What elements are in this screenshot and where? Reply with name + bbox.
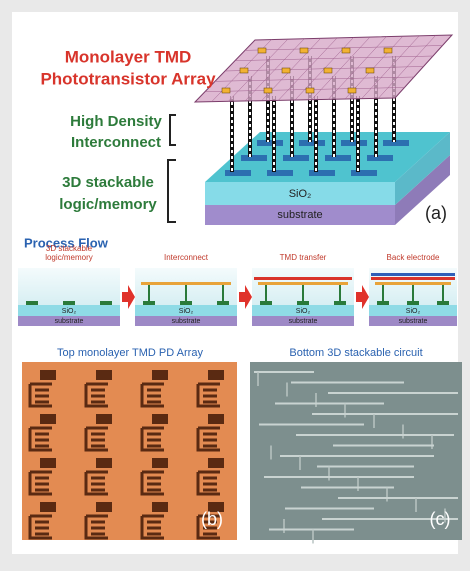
- device: [334, 301, 346, 305]
- via: [265, 285, 267, 301]
- via: [148, 285, 150, 301]
- pad: [152, 502, 168, 512]
- device: [100, 301, 112, 305]
- electrode: [300, 48, 308, 53]
- panel-tag: (a): [425, 203, 447, 223]
- caption: Bottom 3D stackable circuit: [289, 347, 422, 359]
- electrode: [258, 48, 266, 53]
- interconnect-label: Interconnect: [71, 134, 161, 151]
- pad: [96, 370, 112, 380]
- back-electrode: [371, 273, 455, 276]
- layer-label: SiO₂: [406, 308, 421, 315]
- electrode: [240, 68, 248, 73]
- pad: [208, 370, 224, 380]
- chip: [283, 155, 309, 161]
- pad: [40, 370, 56, 380]
- step-label: Interconnect: [164, 253, 209, 262]
- device: [297, 301, 309, 305]
- pad: [208, 458, 224, 468]
- chip: [241, 155, 267, 161]
- chip: [309, 170, 335, 176]
- layer-label: substrate: [55, 318, 84, 325]
- chip: [267, 170, 293, 176]
- page: {"panel_a": {"array_label": ["Monolayer …: [0, 0, 470, 566]
- device: [407, 301, 419, 305]
- tmd-layer: [254, 277, 352, 280]
- step-label: TMD transfer: [280, 253, 327, 262]
- panel-tag: (b): [201, 509, 223, 529]
- via: [185, 285, 187, 301]
- layer-label: SiO₂: [62, 308, 77, 315]
- pad: [152, 458, 168, 468]
- electrode: [282, 68, 290, 73]
- step-label: logic/memory: [45, 253, 93, 262]
- pad: [152, 370, 168, 380]
- chip: [225, 170, 251, 176]
- pad: [40, 414, 56, 424]
- array-label: Phototransistor Array: [40, 69, 216, 88]
- array-label: Monolayer TMD: [65, 47, 192, 66]
- figure: Monolayer TMD Phototransistor Array High…: [0, 0, 470, 566]
- top-contact: [141, 282, 231, 285]
- top-contact: [258, 282, 348, 285]
- via: [382, 285, 384, 301]
- logic-label: logic/memory: [59, 196, 157, 213]
- layer-label: SiO₂: [289, 188, 312, 200]
- interconnect-label: High Density: [70, 113, 162, 130]
- caption: Top monolayer TMD PD Array: [57, 347, 203, 359]
- chip: [367, 155, 393, 161]
- via: [412, 285, 414, 301]
- electrode: [324, 68, 332, 73]
- electrode: [306, 88, 314, 93]
- pad: [40, 502, 56, 512]
- top-contact: [375, 282, 451, 285]
- via: [222, 285, 224, 301]
- device: [63, 301, 75, 305]
- via: [302, 285, 304, 301]
- pad: [96, 414, 112, 424]
- electrode: [222, 88, 230, 93]
- pad: [208, 414, 224, 424]
- device: [143, 301, 155, 305]
- pad: [152, 414, 168, 424]
- electrode: [384, 48, 392, 53]
- logic-label: 3D stackable: [62, 174, 154, 191]
- pad: [96, 458, 112, 468]
- layer-label: SiO₂: [179, 308, 194, 315]
- tmd-layer: [371, 277, 455, 280]
- device: [180, 301, 192, 305]
- pad: [96, 502, 112, 512]
- pad: [40, 458, 56, 468]
- layer-label: substrate: [277, 209, 322, 221]
- layer-label: substrate: [289, 318, 318, 325]
- electrode: [348, 88, 356, 93]
- layer-label: SiO₂: [296, 308, 311, 315]
- electrode: [366, 68, 374, 73]
- panel-tag: (c): [430, 509, 451, 529]
- step-label: 3D stackable: [46, 244, 93, 253]
- device: [217, 301, 229, 305]
- device: [437, 301, 449, 305]
- via: [339, 285, 341, 301]
- electrode: [342, 48, 350, 53]
- electrode: [264, 88, 272, 93]
- step-label: Back electrode: [387, 253, 440, 262]
- device: [377, 301, 389, 305]
- layer-label: substrate: [172, 318, 201, 325]
- layer-label: substrate: [399, 318, 428, 325]
- chip: [325, 155, 351, 161]
- device: [260, 301, 272, 305]
- device: [26, 301, 38, 305]
- via: [442, 285, 444, 301]
- chip: [351, 170, 377, 176]
